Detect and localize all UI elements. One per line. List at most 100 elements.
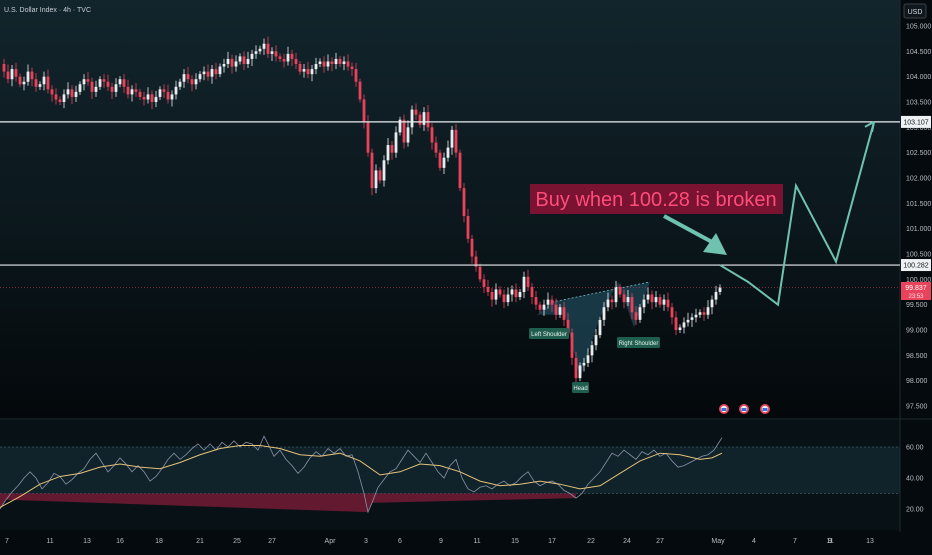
- candle-body: [106, 81, 110, 87]
- candle-body: [538, 304, 542, 310]
- time-tick-label: 22: [587, 538, 595, 545]
- event-flag-icon[interactable]: [760, 404, 770, 414]
- price-tick-label: 103.500: [906, 100, 931, 107]
- event-flag-icon[interactable]: [719, 404, 729, 414]
- candle-body: [442, 157, 446, 168]
- candle-body: [654, 297, 658, 303]
- candle-body: [478, 266, 482, 280]
- candle-body: [450, 129, 454, 148]
- candle-body: [398, 119, 402, 133]
- candle-body: [670, 307, 674, 318]
- candle-body: [686, 319, 690, 323]
- level-price-tag: [901, 115, 931, 128]
- price-tick-label: 100.500: [906, 252, 931, 259]
- candle-body: [390, 145, 394, 153]
- candle-body: [514, 289, 518, 298]
- candle-body: [690, 317, 694, 320]
- currency-button-frame[interactable]: [903, 3, 927, 19]
- candle-body: [302, 69, 306, 72]
- time-tick-label: 11: [46, 538, 53, 545]
- time-tick-label: 7: [5, 538, 9, 545]
- price-tick-label: 99.500: [906, 302, 928, 309]
- price-axis[interactable]: 105.000 104.500 104.000 103.500 103.000 102.5…: [906, 24, 931, 411]
- candle-body: [630, 297, 634, 313]
- time-tick-label: 27: [656, 538, 664, 545]
- candle-body: [210, 69, 214, 77]
- price-tick-label: 102.000: [906, 176, 931, 183]
- candle-body: [350, 66, 354, 70]
- head-tag: [572, 382, 589, 393]
- candle-body: [510, 289, 514, 295]
- candle-body: [542, 304, 546, 310]
- left-shoulder-tag: [529, 328, 569, 339]
- candle-body: [74, 91, 78, 97]
- candle-body: [90, 81, 94, 92]
- candle-body: [202, 71, 206, 75]
- symbol-title[interactable]: U.S. Dollar Index · 4h · TVC: [4, 7, 91, 14]
- candle-body: [98, 79, 102, 87]
- candle-body: [282, 58, 286, 62]
- candle-body: [458, 152, 462, 189]
- candle-body: [238, 56, 242, 62]
- price-tick-label: 100.000: [906, 277, 931, 284]
- candle-body: [642, 299, 646, 308]
- candle-body: [330, 61, 334, 64]
- candle-body: [10, 69, 14, 80]
- candle-body: [94, 86, 98, 92]
- candle-body: [306, 69, 310, 75]
- candle-body: [434, 142, 438, 153]
- time-axis[interactable]: 7 11 13 16 18 21 25 27 Apr 3 6 9 11 15 17 22 24 27 May 4 7 91…: [5, 538, 874, 545]
- candle-body: [218, 66, 222, 75]
- candle-body: [66, 89, 70, 95]
- candle-body: [518, 292, 522, 298]
- oscillator-line: [0, 435, 723, 514]
- candle-body: [130, 89, 134, 95]
- time-tick-label: 11: [473, 538, 480, 545]
- candle-body: [246, 58, 250, 64]
- time-tick-label: 13: [83, 538, 91, 545]
- candle-body: [198, 74, 202, 80]
- candle-body: [142, 96, 146, 100]
- candle-body: [6, 71, 10, 80]
- candle-body: [2, 64, 6, 72]
- last-price-tag: [901, 282, 931, 300]
- candle-body: [370, 152, 374, 189]
- candle-body: [610, 299, 614, 303]
- candle-body: [406, 127, 410, 143]
- candle-body: [374, 170, 378, 189]
- price-tick-label: 99.000: [906, 328, 928, 335]
- candle-body: [242, 56, 246, 64]
- candle-body: [358, 81, 362, 100]
- candle-body: [286, 53, 290, 62]
- projection-arrowhead: [864, 121, 875, 133]
- candle-body: [178, 81, 182, 87]
- candle-body: [410, 109, 414, 128]
- candle-body: [602, 307, 606, 320]
- candle-body: [266, 43, 270, 54]
- candle-body: [414, 109, 418, 115]
- candle-body: [18, 76, 22, 85]
- currency-button[interactable]: USD: [908, 9, 923, 16]
- candle-body: [674, 317, 678, 330]
- countdown-timer: 23:53: [908, 294, 924, 300]
- right-shoulder-tag: [617, 337, 660, 348]
- candle-body: [38, 84, 42, 87]
- candle-body: [430, 127, 434, 143]
- candle-body: [274, 51, 278, 57]
- candle-body: [138, 91, 142, 97]
- annotation-arrow-shaft: [663, 214, 713, 244]
- head-label: Head: [573, 386, 587, 392]
- candle-body: [578, 365, 582, 379]
- candle-body: [386, 145, 390, 161]
- candle-body: [34, 79, 38, 87]
- candle-body: [446, 147, 450, 158]
- candle-body: [326, 61, 330, 67]
- candle-body: [622, 294, 626, 303]
- candle-body: [110, 86, 114, 92]
- event-flag-icon[interactable]: [739, 404, 749, 414]
- candle-body: [530, 286, 534, 298]
- candle-body: [498, 289, 502, 295]
- horizontal-levels[interactable]: 103.107 100.282: [0, 115, 931, 288]
